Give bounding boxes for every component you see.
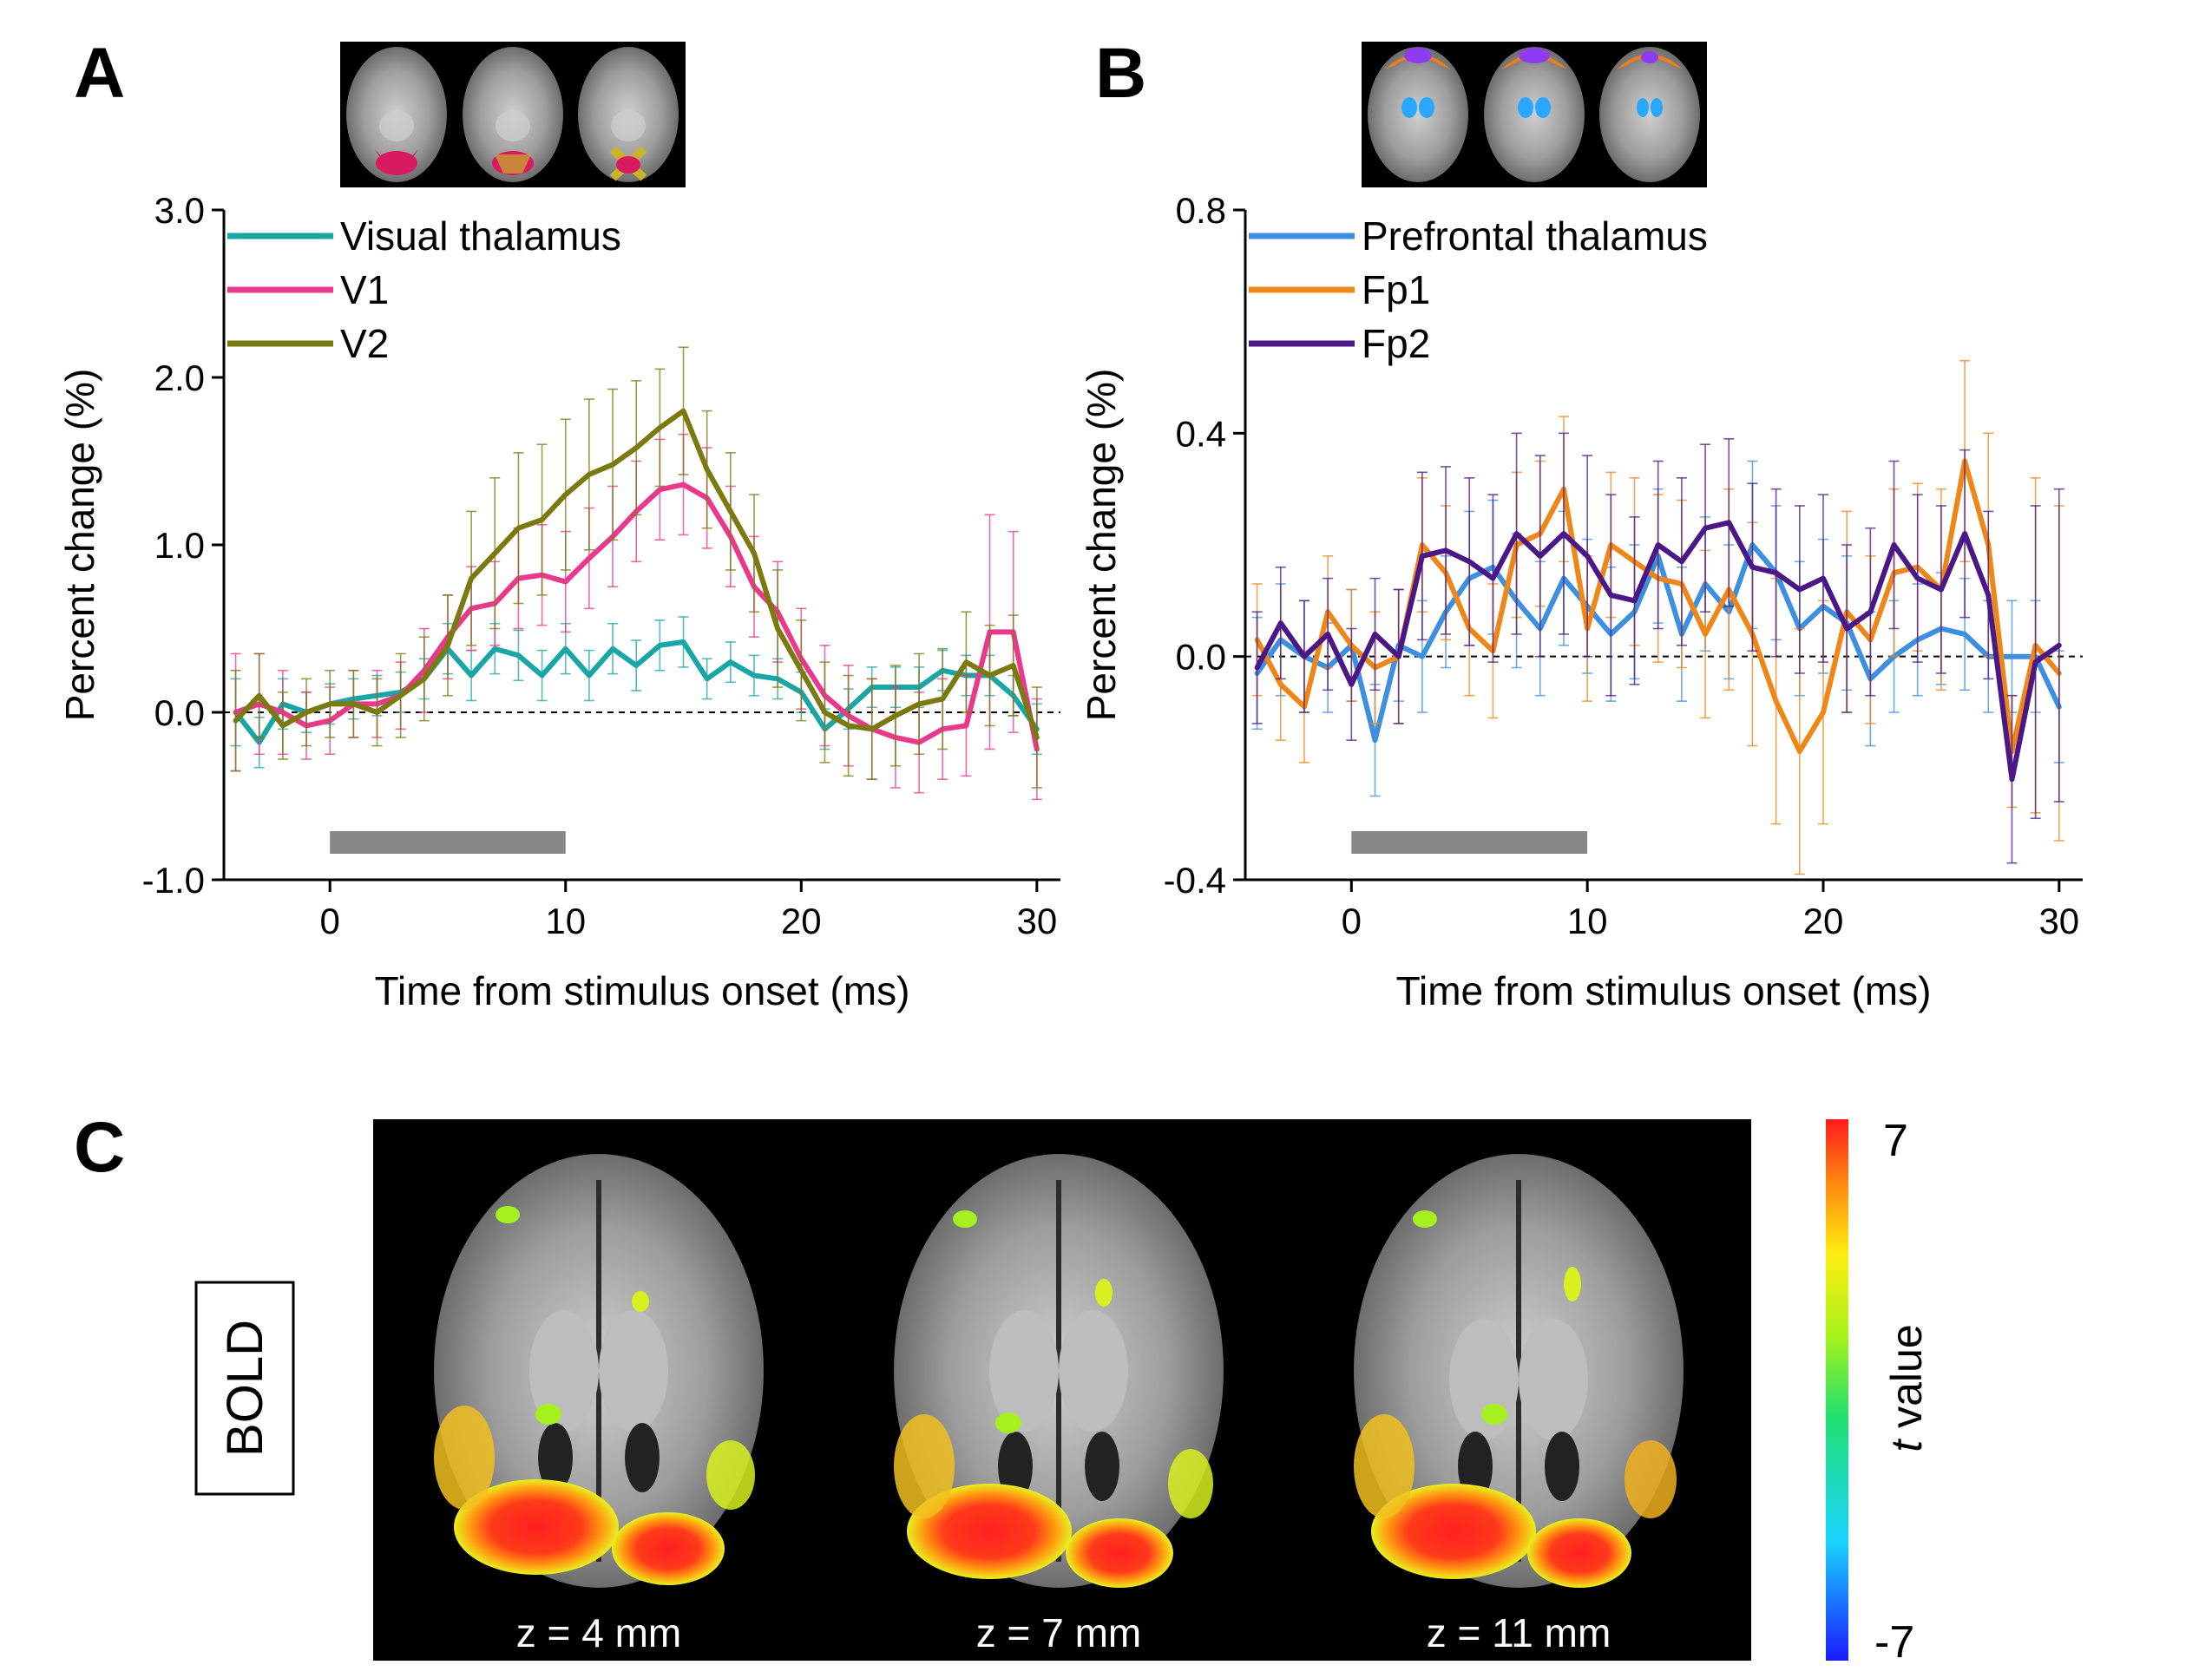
brain-slice-1: z = 4 mm [434, 1154, 764, 1655]
x-tick-label: 20 [1803, 901, 1844, 941]
x-tick-label: 30 [2038, 901, 2079, 941]
panel-label-b: B [1095, 34, 1146, 113]
colorbar: 7 -7 t value [1826, 1116, 1931, 1668]
series-v2 [230, 346, 1042, 789]
colorbar-title-t: t [1882, 1439, 1931, 1452]
y-tick-label: 1.0 [154, 525, 205, 566]
legend-label: Prefrontal thalamus [1362, 213, 1708, 259]
y-axis-title: Percent change (%) [57, 369, 102, 722]
x-tick-label: 0 [320, 901, 340, 941]
colorbar-min-label: -7 [1874, 1617, 1914, 1668]
brain-thumb-b2 [1484, 47, 1585, 182]
series-line [233, 408, 1040, 740]
brain-thumb-b3 [1599, 47, 1700, 182]
brain-thumb-a2 [463, 47, 563, 182]
y-tick-label: 3.0 [154, 190, 205, 231]
brain-slice-2: z = 7 mm [894, 1154, 1224, 1655]
brain-thumb-a1 [346, 47, 447, 182]
colorbar-title: t value [1882, 1324, 1931, 1452]
series-line [233, 639, 1040, 745]
colorbar-gradient [1826, 1119, 1848, 1661]
colorbar-max-label: 7 [1883, 1116, 1908, 1166]
legend-label: Visual thalamus [340, 213, 621, 259]
slice-label-3: z = 11 mm [1427, 1610, 1611, 1655]
x-tick-label: 0 [1342, 901, 1362, 941]
legend-label: Fp2 [1362, 321, 1430, 366]
y-tick-label: 0.0 [154, 692, 205, 733]
panel-label-a: A [74, 34, 125, 113]
y-axis-title: Percent change (%) [1079, 369, 1124, 722]
bold-label: BOLD [217, 1320, 273, 1457]
stimulus-bar [1351, 831, 1588, 854]
roi-thumbnail-a [340, 42, 686, 187]
y-tick-label: 0.8 [1176, 190, 1226, 231]
x-tick-label: 10 [1567, 901, 1608, 941]
x-tick-label: 10 [545, 901, 586, 941]
chart-b: -0.4 0.0 0.4 0.8 0 10 20 30 Time from stimulus o… [1079, 190, 2083, 1013]
x-axis-title: Time from stimulus onset (ms) [375, 968, 910, 1013]
brain-slice-3: z = 11 mm [1354, 1154, 1684, 1655]
chart-a: -1.0 0.0 1.0 2.0 3.0 0 10 20 30 Time from stimulu… [57, 190, 1060, 1013]
brain-slices-panel: z = 4 mm z = 7 mm [373, 1119, 1751, 1661]
roi-thumbnail-b [1362, 42, 1707, 187]
series-line [1254, 520, 2062, 783]
slice-label-1: z = 4 mm [516, 1610, 681, 1655]
x-axis-title: Time from stimulus onset (ms) [1396, 968, 1932, 1013]
legend-label: V2 [340, 321, 389, 366]
bold-label-box: BOLD [194, 1281, 295, 1496]
y-tick-label: -1.0 [142, 860, 205, 901]
y-tick-label: 0.0 [1176, 637, 1226, 678]
y-tick-label: 0.4 [1176, 413, 1226, 454]
colorbar-title-rest: value [1882, 1324, 1931, 1439]
x-tick-label: 20 [781, 901, 822, 941]
brain-thumb-b1 [1368, 47, 1468, 182]
brain-thumb-a3 [578, 47, 679, 182]
stimulus-bar [330, 831, 566, 854]
legend-label: V1 [340, 267, 389, 312]
slice-label-2: z = 7 mm [976, 1610, 1141, 1655]
x-tick-label: 30 [1016, 901, 1057, 941]
series-fp2 [1251, 432, 2064, 864]
y-tick-label: 2.0 [154, 357, 205, 398]
legend-label: Fp1 [1362, 267, 1430, 312]
panel-label-c: C [74, 1108, 125, 1187]
y-tick-label: -0.4 [1164, 860, 1226, 901]
